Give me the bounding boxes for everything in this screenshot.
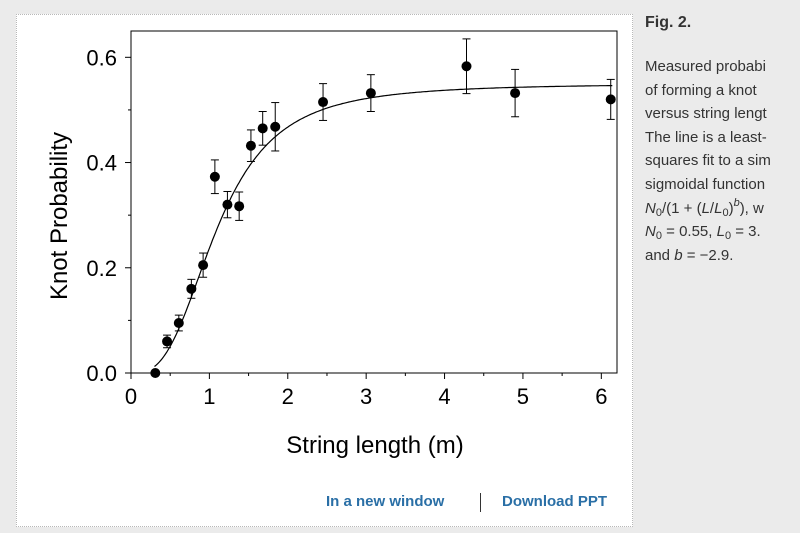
param-and: and: [645, 246, 675, 264]
data-point: [150, 368, 161, 378]
x-tick-label: 6: [595, 384, 607, 409]
caption-text: Measured probabi of forming a knot versu…: [645, 55, 800, 267]
y-axis-label: Knot Probability: [46, 132, 73, 300]
caption-line: squares fit to a sim: [645, 152, 771, 170]
y-tick-label: 0.0: [86, 361, 117, 386]
formula-part: ): [728, 199, 734, 217]
data-point: [234, 201, 245, 212]
figure-links: In a new window Download PPT: [17, 493, 634, 515]
caption-line: Measured probabi: [645, 58, 766, 75]
link-divider: [480, 493, 481, 512]
param-n0-sub: 0: [655, 230, 662, 243]
x-tick-label: 1: [203, 384, 215, 409]
caption-line: The line is a least-: [645, 128, 767, 146]
knot-probability-chart: 0 1 2 3 4 5 6 0.0 0.2 0.4 0.6 String length (m) Kn…: [46, 30, 618, 459]
formula-part: ), w: [739, 199, 764, 217]
caption-line: versus string lengt: [645, 105, 767, 123]
param-n0-value: = 0.55,: [661, 223, 717, 241]
figure-label: Fig. 2.: [645, 14, 692, 31]
caption-line: sigmoidal function: [645, 175, 766, 193]
formula-l0-sub: 0: [722, 206, 729, 219]
data-point: [270, 121, 281, 132]
formula-part: /(1 + (: [661, 199, 702, 217]
x-tick-label: 0: [125, 384, 137, 409]
figure-caption: Fig. 2. Measured probabi of forming a kn…: [645, 14, 800, 533]
caption-line: of forming a knot: [645, 81, 757, 99]
download-ppt-link[interactable]: Download PPT: [502, 493, 607, 510]
param-l0-sub: 0: [724, 230, 732, 243]
x-tick-label: 3: [360, 384, 372, 409]
data-point: [186, 283, 197, 294]
data-point: [461, 61, 472, 72]
formula-l0: L: [714, 199, 723, 217]
x-axis-label: String length (m): [286, 432, 463, 459]
data-point: [510, 88, 521, 99]
open-in-new-window-link[interactable]: In a new window: [326, 493, 445, 510]
data-point: [162, 336, 173, 347]
y-tick-label: 0.2: [86, 256, 117, 281]
caption-params-b: and b = −2.9.: [645, 244, 800, 268]
caption-formula: N0/(1 + (L/L0)b), w: [645, 197, 800, 221]
param-b-value: = −2.9.: [682, 246, 734, 264]
data-point: [198, 260, 209, 271]
data-point: [605, 94, 616, 105]
x-tick-label: 4: [438, 384, 450, 409]
param-l0: L: [716, 223, 725, 241]
param-b: b: [674, 246, 683, 264]
param-l0-value: = 3.: [731, 223, 761, 241]
fit-curve: [154, 84, 613, 367]
data-point: [222, 199, 233, 210]
formula-l: L: [701, 199, 710, 217]
formula-n: N: [645, 199, 656, 217]
data-point: [245, 140, 256, 151]
caption-params: N0 = 0.55, L0 = 3.: [645, 220, 800, 244]
formula-exponent: b: [733, 196, 740, 209]
data-point: [257, 123, 268, 134]
x-tick-label: 5: [517, 384, 529, 409]
x-tick-label: 2: [282, 384, 294, 409]
data-point: [365, 88, 376, 99]
data-point: [209, 171, 220, 182]
data-point: [173, 318, 184, 329]
formula-part: /: [709, 199, 715, 217]
formula-n-sub: 0: [655, 206, 662, 219]
y-tick-label: 0.6: [86, 45, 117, 70]
data-point: [318, 97, 329, 108]
plot-frame: [130, 30, 618, 374]
y-tick-label: 0.4: [86, 151, 117, 176]
param-n0: N: [645, 223, 656, 241]
figure-panel: 0 1 2 3 4 5 6 0.0 0.2 0.4 0.6 String length (m) Kn…: [16, 14, 633, 527]
